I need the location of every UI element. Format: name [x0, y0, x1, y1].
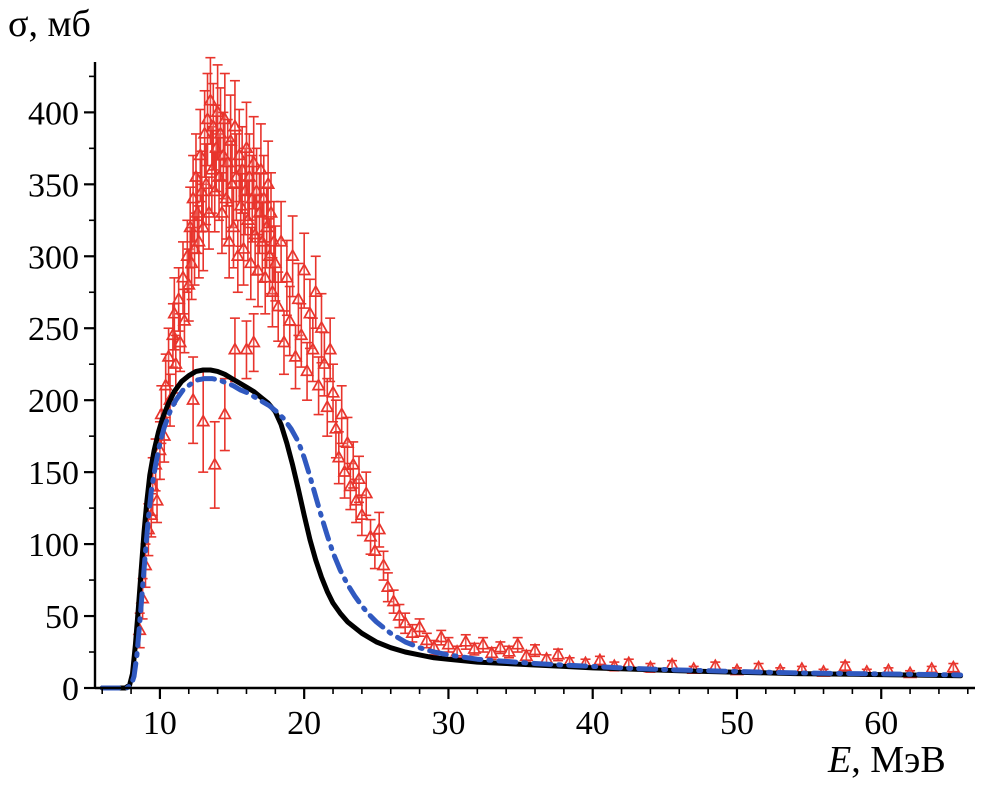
data-point: [258, 241, 273, 315]
data-point: [285, 215, 300, 298]
data-point: [946, 659, 961, 673]
data-point: [222, 205, 237, 279]
x-tick-label: 30: [431, 705, 465, 742]
data-point: [551, 646, 566, 662]
data-point: [838, 658, 853, 672]
x-axis-units: , МэВ: [851, 739, 946, 781]
data-point: [337, 445, 352, 499]
y-axis-label: σ, мб: [8, 3, 91, 46]
data-point: [924, 661, 939, 674]
data-point: [326, 363, 341, 423]
x-tick-label: 40: [576, 705, 610, 742]
data-point: [274, 200, 289, 283]
axes: 10 20 30 40 50 60 0 50 100 150 200 250 300 350 400: [28, 62, 975, 742]
x-axis-symbol: E: [828, 739, 852, 781]
curve-model-dashdot: [99, 376, 964, 691]
data-point: [226, 186, 241, 269]
data-point: [236, 212, 251, 286]
data-point: [359, 471, 374, 517]
data-point: [300, 341, 315, 401]
data-point: [592, 652, 607, 666]
data-point: [493, 639, 508, 655]
data-point: [502, 644, 517, 659]
x-tick-label: 50: [720, 705, 754, 742]
x-tick-label: 60: [864, 705, 898, 742]
y-tick-label: 150: [28, 455, 79, 492]
data-point: [250, 233, 266, 308]
x-tick-label: 20: [287, 705, 321, 742]
data-point: [175, 241, 191, 315]
y-axis-label-text: σ, мб: [8, 3, 91, 45]
data-point: [363, 518, 378, 555]
data-point: [207, 420, 222, 509]
data-point: [230, 219, 245, 294]
y-tick-label: 300: [28, 239, 79, 276]
data-point: [323, 317, 338, 383]
data-point: [225, 140, 240, 229]
data-point: [268, 225, 283, 302]
data-point: [314, 292, 329, 364]
data-point: [376, 550, 391, 581]
data-point: [392, 603, 407, 629]
data-point: [476, 636, 491, 653]
data-point: [412, 618, 427, 637]
data-point: [196, 370, 211, 473]
data-point: [311, 356, 326, 416]
data-point: [308, 255, 323, 330]
data-point: [217, 377, 232, 452]
data-point: [239, 320, 254, 380]
data-point: [191, 205, 206, 279]
data-point: [346, 441, 361, 489]
data-point: [214, 172, 229, 255]
data-point: [380, 572, 395, 603]
data-point: [386, 589, 401, 614]
data-point: [271, 271, 286, 342]
data-point: [458, 633, 473, 650]
data-point: [340, 416, 355, 471]
data-point: [243, 226, 258, 301]
data-point: [372, 511, 387, 548]
y-tick-label: 350: [28, 167, 79, 204]
data-point: [167, 277, 182, 351]
data-point: [434, 629, 449, 646]
data-point: [297, 232, 312, 309]
data-point: [246, 313, 261, 373]
y-tick-label: 200: [28, 383, 79, 420]
data-point: [233, 164, 248, 248]
data-point: [510, 636, 525, 653]
y-tick-label: 250: [28, 311, 79, 348]
data-point: [328, 399, 343, 459]
y-tick-label: 100: [28, 527, 79, 564]
series-experiment: [132, 56, 961, 679]
data-point: [219, 157, 234, 240]
y-tick-label: 0: [62, 671, 79, 708]
data-point: [227, 317, 242, 383]
x-axis-label: E, МэВ: [828, 739, 946, 782]
y-tick-label: 400: [28, 95, 79, 132]
x-tick-label: 10: [143, 705, 177, 742]
y-tick-label: 50: [45, 599, 79, 636]
data-point: [334, 384, 349, 445]
data-point: [527, 642, 543, 658]
data-point: [279, 239, 294, 317]
data-point: [320, 377, 335, 437]
